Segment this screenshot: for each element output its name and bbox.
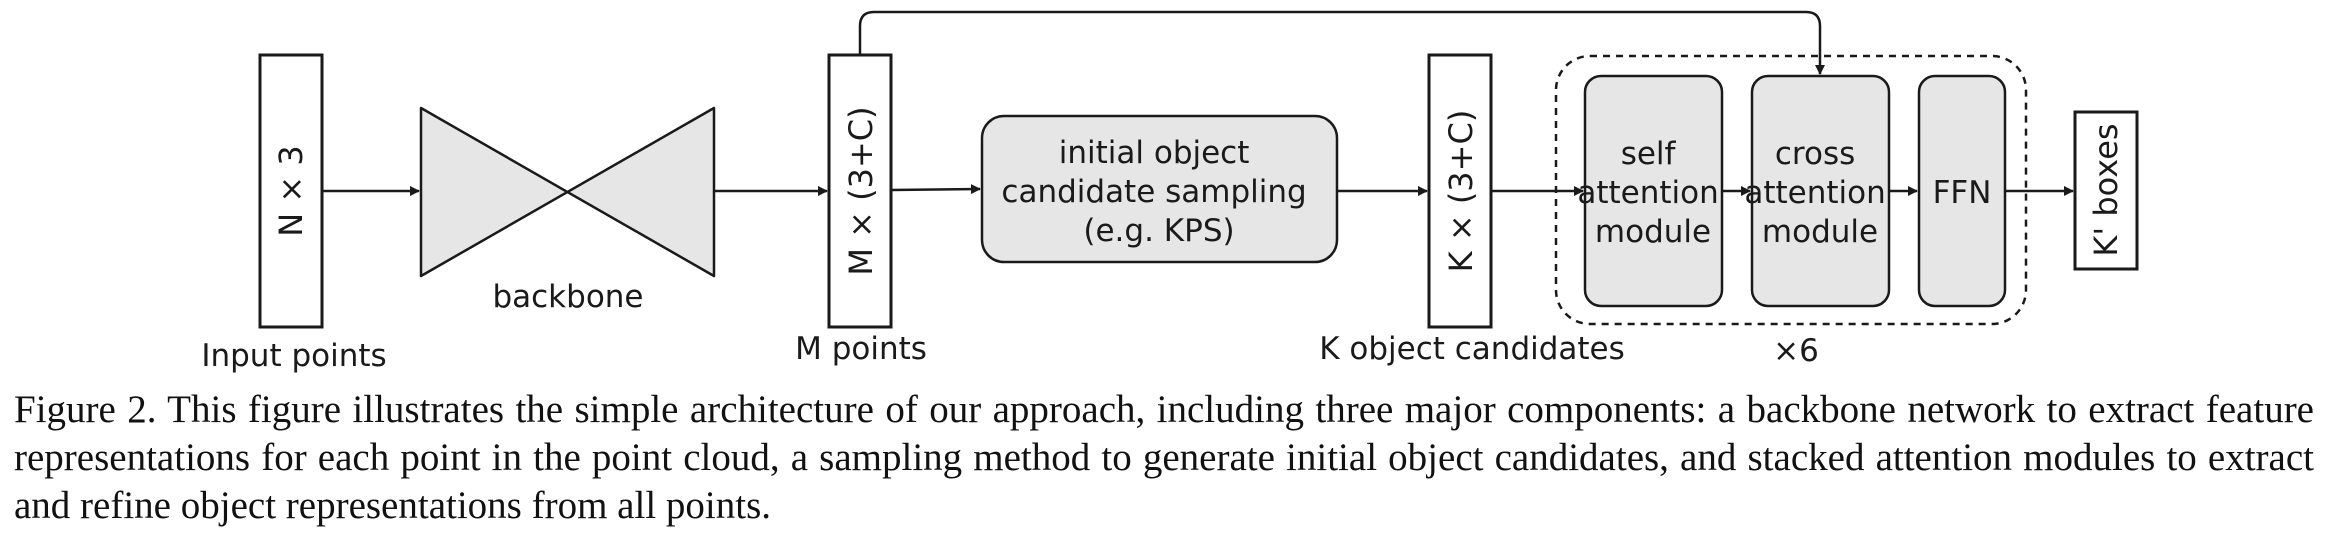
cross-attention-line-1: cross xyxy=(1775,136,1855,172)
repeat-count-label: ×6 xyxy=(1773,333,1819,369)
connector-arrows xyxy=(322,10,2074,196)
m-points-caption: M points xyxy=(795,331,927,367)
cross-attention-line-2: attention xyxy=(1744,175,1885,211)
output-boxes-box xyxy=(2073,110,2139,271)
k-candidates-box xyxy=(1427,53,1493,329)
input-points-box-label: N × 3 xyxy=(272,145,310,236)
cross-attention-line-3: module xyxy=(1762,214,1878,250)
backbone-shape xyxy=(419,106,716,278)
arrow-m-points-to-sampling xyxy=(890,184,981,195)
k-candidates-box-label: K × (3+C) xyxy=(1442,110,1480,273)
backbone-label: backbone xyxy=(492,279,643,315)
sampling-label-line-3: (e.g. KPS) xyxy=(1083,213,1234,249)
sampling-label-line-1: initial object xyxy=(1059,135,1250,171)
cross-attention-label: cross attention module xyxy=(1744,136,1895,250)
input-points-box xyxy=(258,53,324,329)
sampling-box xyxy=(980,114,1339,264)
figure-caption: Figure 2. This figure illustrates the si… xyxy=(14,388,2314,527)
sampling-label-line-2: candidate sampling xyxy=(1001,174,1306,210)
output-boxes-label: K' boxes xyxy=(2087,123,2125,256)
input-points-caption: Input points xyxy=(201,338,386,374)
self-attention-line-3: module xyxy=(1595,214,1711,250)
self-attention-line-1: self xyxy=(1621,136,1677,172)
ffn-label: FFN xyxy=(1933,175,1992,211)
skip-connection-m-points-to-cross-attention xyxy=(858,10,1825,75)
architecture-diagram: N × 3 Input points backbone M × (3+C) M … xyxy=(201,10,2139,374)
m-points-box-label: M × (3+C) xyxy=(842,106,880,275)
self-attention-label: self attention module xyxy=(1577,136,1728,250)
k-candidates-caption: K object candidates xyxy=(1319,331,1625,367)
sampling-label: initial object candidate sampling (e.g. … xyxy=(1001,135,1316,249)
self-attention-line-2: attention xyxy=(1577,175,1718,211)
m-points-box xyxy=(827,53,893,329)
